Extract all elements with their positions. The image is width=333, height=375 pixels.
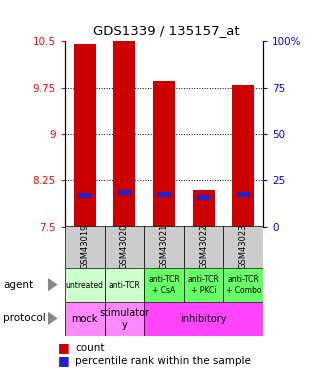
Bar xyxy=(65,302,105,336)
Bar xyxy=(65,226,105,268)
Text: anti-TCR
+ PKCi: anti-TCR + PKCi xyxy=(188,275,219,295)
Bar xyxy=(105,226,144,268)
Text: anti-TCR
+ Combo: anti-TCR + Combo xyxy=(225,275,261,295)
Bar xyxy=(158,192,170,197)
Bar xyxy=(144,226,184,268)
Bar xyxy=(118,190,131,195)
Text: GSM43021: GSM43021 xyxy=(160,224,168,269)
Text: anti-TCR: anti-TCR xyxy=(109,280,140,290)
Text: agent: agent xyxy=(3,280,33,290)
Text: ■: ■ xyxy=(58,341,70,354)
Polygon shape xyxy=(48,278,58,291)
Text: count: count xyxy=(75,343,105,352)
Text: GDS1339 / 135157_at: GDS1339 / 135157_at xyxy=(93,24,240,38)
Polygon shape xyxy=(48,312,58,325)
Text: GSM43022: GSM43022 xyxy=(199,224,208,269)
Text: percentile rank within the sample: percentile rank within the sample xyxy=(75,356,251,366)
Bar xyxy=(153,81,175,227)
Bar xyxy=(197,195,210,200)
Text: GSM43019: GSM43019 xyxy=(80,224,89,269)
Text: GSM43023: GSM43023 xyxy=(239,224,248,269)
Bar xyxy=(78,194,91,198)
Bar xyxy=(237,192,250,196)
Bar xyxy=(114,41,135,227)
Text: ■: ■ xyxy=(58,354,70,367)
Bar xyxy=(223,226,263,268)
Text: stimulator
y: stimulator y xyxy=(99,308,150,330)
Text: protocol: protocol xyxy=(3,314,46,323)
Text: anti-TCR
+ CsA: anti-TCR + CsA xyxy=(148,275,180,295)
Bar xyxy=(144,268,184,302)
Bar xyxy=(223,268,263,302)
Text: GSM43020: GSM43020 xyxy=(120,224,129,269)
Bar xyxy=(232,85,254,227)
Bar xyxy=(65,268,105,302)
Bar xyxy=(184,226,223,268)
Bar xyxy=(105,302,144,336)
Text: untreated: untreated xyxy=(66,280,104,290)
Text: mock: mock xyxy=(72,314,98,324)
Bar xyxy=(184,268,223,302)
Bar xyxy=(105,268,144,302)
Text: inhibitory: inhibitory xyxy=(180,314,227,324)
Bar xyxy=(193,190,214,227)
Bar xyxy=(74,44,96,227)
Bar xyxy=(144,302,263,336)
